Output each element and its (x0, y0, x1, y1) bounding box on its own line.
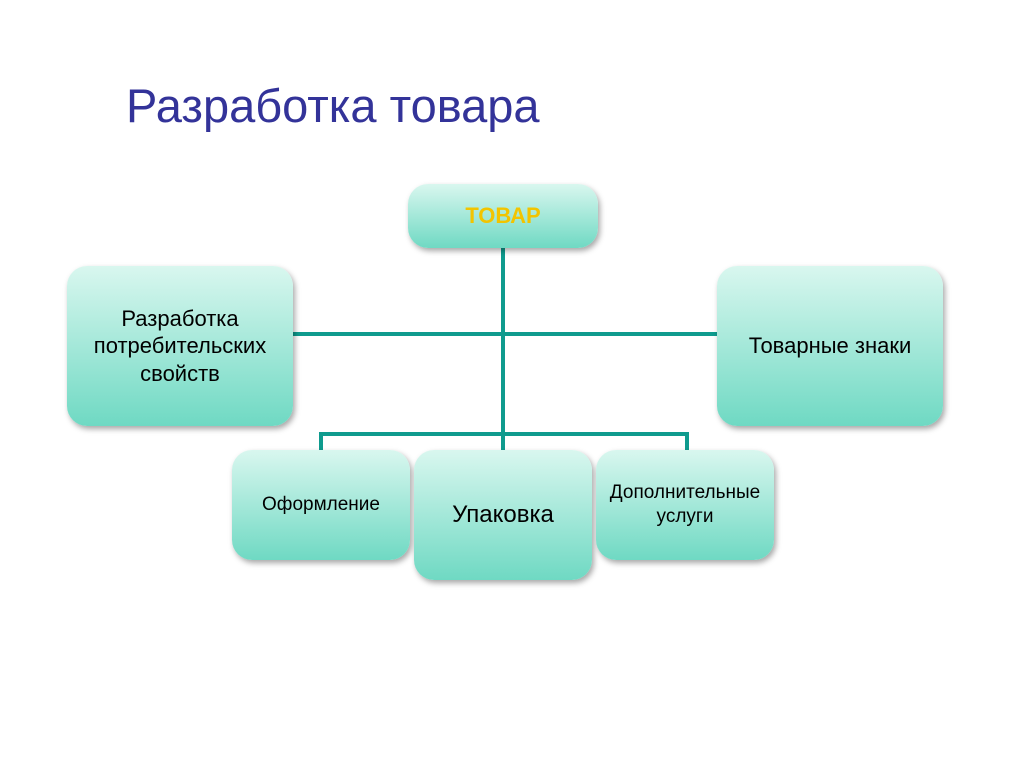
node-right: Товарные знаки (717, 266, 943, 426)
slide-title: Разработка товара (126, 78, 540, 133)
node-label: Товарные знаки (749, 332, 912, 360)
node-label: Упаковка (452, 500, 554, 530)
connector (319, 432, 689, 436)
node-label: ТОВАР (465, 202, 540, 230)
connector (501, 248, 505, 450)
node-label: Оформление (262, 493, 380, 517)
node-label: Разработка потребительских свойств (75, 305, 285, 388)
node-child1: Оформление (232, 450, 410, 560)
connector (319, 432, 323, 450)
node-child3: Дополнительные услуги (596, 450, 774, 560)
connector (685, 432, 689, 450)
node-left: Разработка потребительских свойств (67, 266, 293, 426)
node-label: Дополнительные услуги (604, 481, 766, 529)
node-child2: Упаковка (414, 450, 592, 580)
node-root: ТОВАР (408, 184, 598, 248)
